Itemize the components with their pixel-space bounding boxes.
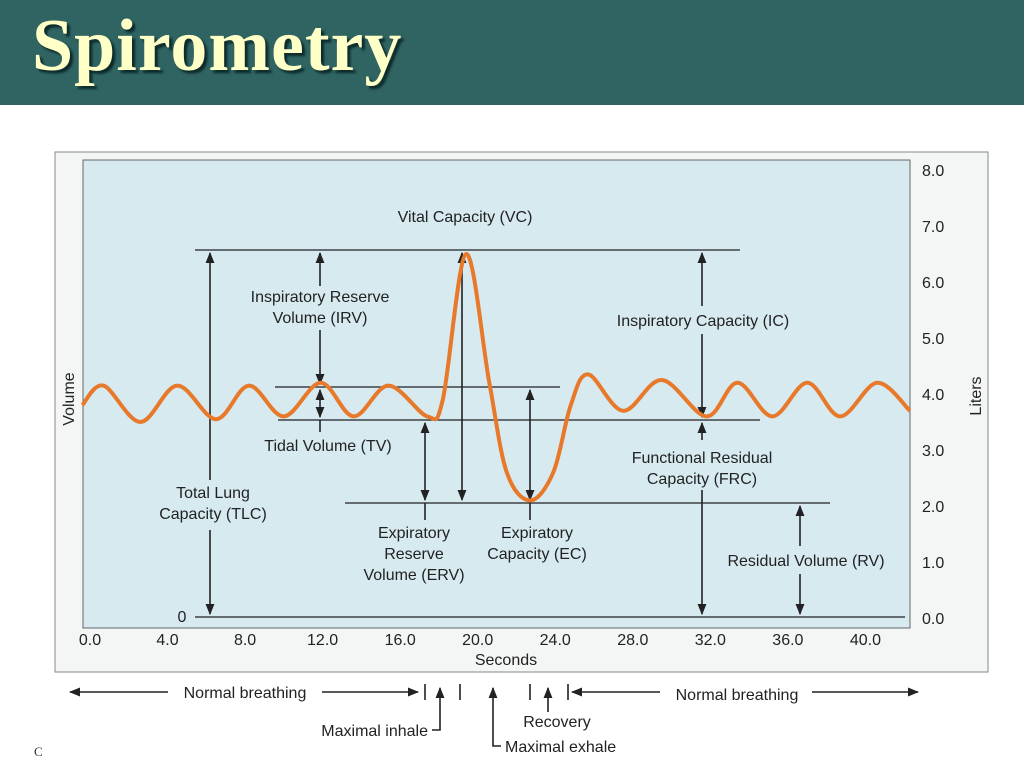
x-tick-label: 32.0	[695, 632, 726, 649]
annotation: Capacity (FRC)	[647, 471, 757, 488]
x-tick-label: 20.0	[462, 632, 493, 649]
y-tick-label: 1.0	[922, 555, 944, 572]
x-tick-label: 12.0	[307, 632, 338, 649]
x-tick-label: 0.0	[79, 632, 101, 649]
timeline-arrows	[68, 684, 920, 747]
y-tick-label: 4.0	[922, 387, 944, 404]
annotation: Functional Residual	[632, 450, 773, 467]
x-tick-label: 16.0	[385, 632, 416, 649]
annotation: Vital Capacity (VC)	[398, 209, 533, 226]
timeline-label: Maximal inhale	[321, 723, 428, 740]
x-tick-label: 40.0	[850, 632, 881, 649]
measure-arrows	[205, 251, 805, 616]
annotation: Capacity (EC)	[487, 546, 587, 563]
volume-curve	[80, 252, 912, 503]
header-bar: Spirometry	[0, 0, 1024, 105]
annotation: Expiratory	[501, 525, 573, 542]
annotation: Capacity (TLC)	[159, 506, 267, 523]
x-tick-label: 24.0	[540, 632, 571, 649]
x-tick-label: 36.0	[772, 632, 803, 649]
slide-title: Spirometry	[32, 5, 403, 87]
y-unit-label: Liters	[968, 376, 985, 415]
annotation: Reserve	[384, 546, 444, 563]
annotation: Tidal Volume (TV)	[264, 438, 391, 455]
x-tick-label: 28.0	[617, 632, 648, 649]
y-tick-label: 5.0	[922, 331, 944, 348]
y-tick-label: 3.0	[922, 443, 944, 460]
timeline-label: Recovery	[523, 714, 591, 731]
annotation: Volume (ERV)	[363, 567, 464, 584]
y-tick-label: 0.0	[922, 611, 944, 628]
timeline-label: Normal breathing	[184, 685, 307, 702]
y-axis-label: Volume	[61, 372, 78, 425]
annotation: Inspiratory Capacity (IC)	[617, 313, 790, 330]
y-tick-label: 6.0	[922, 275, 944, 292]
y-tick-label: 2.0	[922, 499, 944, 516]
footnote: C	[34, 744, 43, 759]
annotation: Volume (IRV)	[273, 310, 368, 327]
timeline-label: Maximal exhale	[505, 739, 616, 756]
y-tick-label: 8.0	[922, 163, 944, 180]
reference-lines	[195, 249, 905, 618]
annotation: Residual Volume (RV)	[727, 553, 884, 570]
timeline-label: Normal breathing	[676, 687, 799, 704]
x-tick-label: 8.0	[234, 632, 256, 649]
annotation: Inspiratory Reserve	[251, 289, 390, 306]
x-axis-label: Seconds	[475, 652, 537, 669]
plot-area	[82, 159, 911, 629]
annotation: Expiratory	[378, 525, 450, 542]
y-tick-label: 7.0	[922, 219, 944, 236]
x-tick-label: 4.0	[156, 632, 178, 649]
annotation: Total Lung	[176, 485, 250, 502]
annotation: 0	[178, 609, 187, 626]
